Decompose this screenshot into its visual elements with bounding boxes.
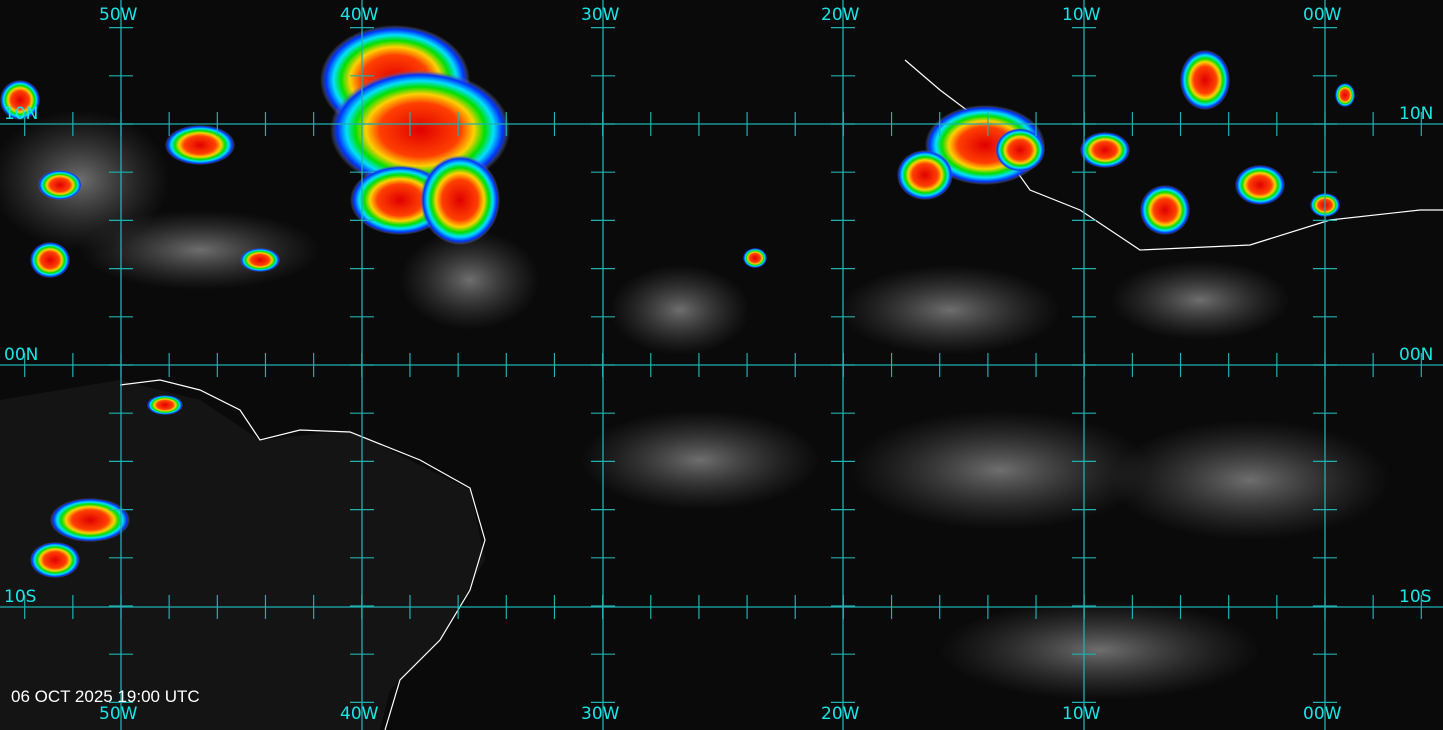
convective-storm <box>420 155 500 245</box>
lon-label-bottom: 10W <box>1062 704 1101 724</box>
convective-storm <box>743 248 767 268</box>
lat-label-left: 10N <box>4 104 39 124</box>
lon-label-bottom: 50W <box>99 704 138 724</box>
convective-storm <box>147 395 183 415</box>
convective-storm <box>1180 50 1230 110</box>
convective-storm <box>1140 185 1190 235</box>
cloud <box>0 110 170 250</box>
lon-label-bottom: 30W <box>581 704 620 724</box>
lon-label-bottom: 20W <box>821 704 860 724</box>
convective-storm <box>38 170 82 200</box>
cloud <box>610 265 750 355</box>
africa-coastline <box>904 59 1443 251</box>
lon-label-top: 00W <box>1303 5 1342 25</box>
convective-storm <box>1335 83 1355 107</box>
cloud <box>400 230 540 330</box>
lon-label-bottom: 00W <box>1303 704 1342 724</box>
convective-storm <box>995 128 1045 172</box>
lon-label-top: 10W <box>1062 5 1101 25</box>
lon-label-top: 20W <box>821 5 860 25</box>
convective-storm <box>240 248 280 272</box>
south-america-coastline <box>119 379 486 730</box>
cloud <box>580 410 820 510</box>
lon-label-top: 40W <box>340 5 379 25</box>
convective-storm <box>0 80 40 120</box>
cloud <box>1110 260 1290 340</box>
lon-label-bottom: 40W <box>340 704 379 724</box>
convective-storm <box>30 242 70 278</box>
convective-storm <box>897 150 953 200</box>
lon-label-top: 50W <box>99 5 138 25</box>
lat-label-left: 00N <box>4 345 39 365</box>
lat-label-left: 10S <box>4 587 37 607</box>
lat-label-right: 00N <box>1399 345 1434 365</box>
convective-storm <box>1080 132 1130 168</box>
cloud <box>850 410 1150 530</box>
convective-storm <box>1235 165 1285 205</box>
lat-label-right: 10N <box>1399 104 1434 124</box>
cloud <box>940 600 1260 700</box>
lat-label-right: 10S <box>1399 587 1432 607</box>
convective-storm <box>30 542 80 578</box>
lon-label-top: 30W <box>581 5 620 25</box>
timestamp: 06 OCT 2025 19:00 UTC <box>11 687 200 706</box>
cloud <box>840 265 1060 355</box>
